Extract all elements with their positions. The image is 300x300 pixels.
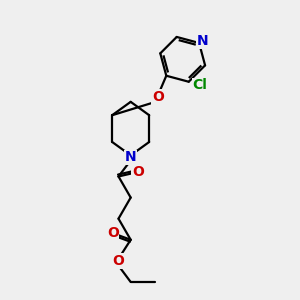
Text: O: O xyxy=(152,90,164,104)
Text: Cl: Cl xyxy=(193,78,207,92)
Text: N: N xyxy=(197,34,209,49)
Text: O: O xyxy=(132,165,144,179)
Text: N: N xyxy=(125,150,136,164)
Text: O: O xyxy=(107,226,119,240)
Text: O: O xyxy=(112,254,124,268)
